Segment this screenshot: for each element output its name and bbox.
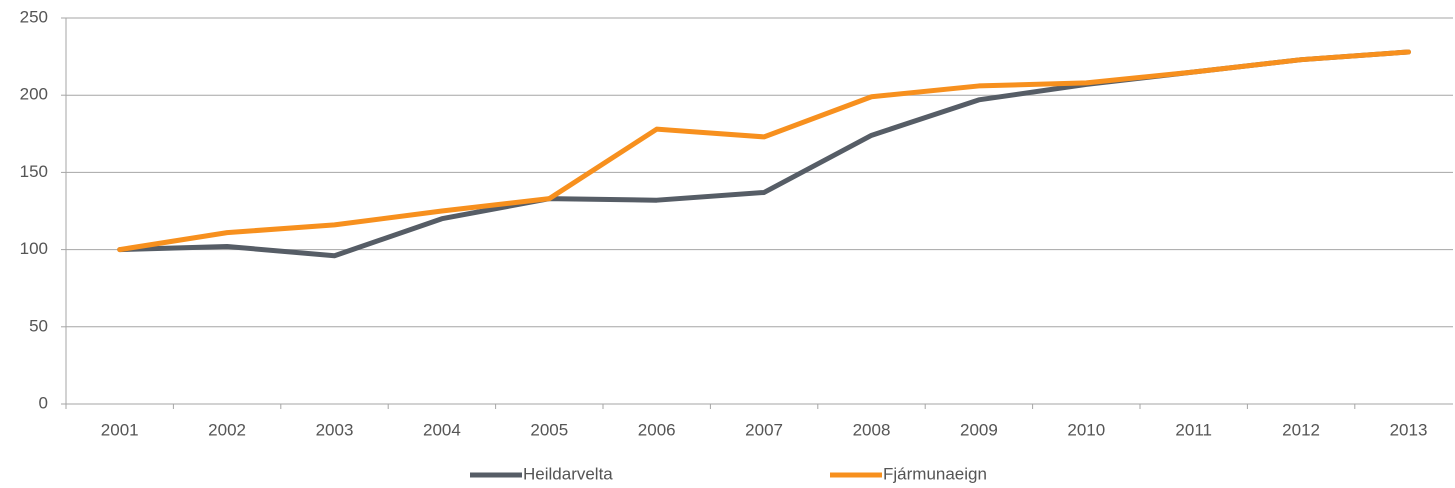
x-tick-label: 2012 bbox=[1282, 420, 1320, 439]
x-tick-label: 2003 bbox=[316, 420, 354, 439]
x-tick-label: 2006 bbox=[638, 420, 676, 439]
x-tick-label: 2008 bbox=[853, 420, 891, 439]
series-line bbox=[117, 49, 1411, 253]
x-tick-label: 2010 bbox=[1067, 420, 1105, 439]
y-tick-label: 250 bbox=[20, 7, 48, 26]
y-tick-label: 0 bbox=[39, 393, 48, 412]
x-tick-label: 2002 bbox=[208, 420, 246, 439]
x-tick-label: 2009 bbox=[960, 420, 998, 439]
legend-label: Heildarvelta bbox=[523, 464, 613, 483]
x-tick-label: 2004 bbox=[423, 420, 461, 439]
x-tick-label: 2005 bbox=[530, 420, 568, 439]
y-tick-label: 100 bbox=[20, 239, 48, 258]
y-tick-label: 200 bbox=[20, 85, 48, 104]
legend-label: Fjármunaeign bbox=[883, 464, 987, 483]
y-tick-label: 150 bbox=[20, 162, 48, 181]
x-tick-label: 2011 bbox=[1175, 420, 1212, 439]
x-tick-label: 2001 bbox=[101, 420, 139, 439]
x-tick-label: 2013 bbox=[1390, 420, 1428, 439]
y-tick-label: 50 bbox=[29, 316, 48, 335]
x-tick-label: 2007 bbox=[745, 420, 783, 439]
